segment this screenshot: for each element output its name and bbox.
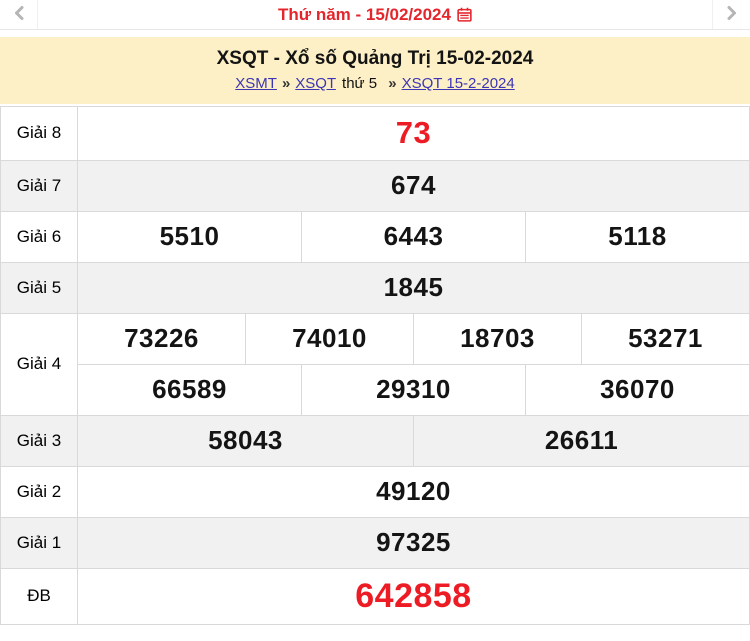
date-display: Thứ năm - 15/02/2024 xyxy=(278,5,472,25)
breadcrumb: XSMT» XSQT thứ 5 » XSQT 15-2-2024 xyxy=(0,75,750,92)
results-table-body: Giải 8 73 Giải 7 674 Giải 6 5510 6443 5118 Giải … xyxy=(0,105,750,625)
result-row: Giải 5 1845 xyxy=(0,261,750,314)
prize-number: 74010 xyxy=(245,312,414,365)
prize-number: 674 xyxy=(77,159,750,212)
prize-number: 97325 xyxy=(77,516,750,569)
prize-number: 49120 xyxy=(77,465,750,518)
calendar-icon[interactable] xyxy=(457,7,472,22)
prize-label: ĐB xyxy=(0,567,78,625)
chevron-right-icon xyxy=(726,5,738,24)
prize-number: 66589 xyxy=(77,363,302,416)
prize-label: Giải 5 xyxy=(0,261,78,314)
date-label: Thứ năm - 15/02/2024 xyxy=(278,4,451,24)
page-title: XSQT - Xổ số Quảng Trị 15-02-2024 xyxy=(216,48,534,69)
next-day-button[interactable] xyxy=(712,0,750,29)
prize-number: 58043 xyxy=(77,414,414,467)
prize-number: 29310 xyxy=(301,363,526,416)
result-row: 66589 29310 36070 xyxy=(1,363,750,416)
results-table: Giải 8 73 Giải 7 674 Giải 6 5510 6443 5118 Giải … xyxy=(0,105,750,625)
breadcrumb-link-xsqt[interactable]: XSQT xyxy=(295,74,336,92)
chevron-left-icon xyxy=(13,5,25,24)
result-row: Giải 3 58043 26611 xyxy=(0,414,750,467)
breadcrumb-text: thứ 5 xyxy=(342,74,378,92)
result-row: ĐB 642858 xyxy=(0,567,750,625)
result-row: Giải 2 49120 xyxy=(0,465,750,518)
prize-number: 26611 xyxy=(413,414,750,467)
prize-number: 642858 xyxy=(77,567,750,625)
result-banner: XSQT - Xổ số Quảng Trị 15-02-2024 XSMT» X… xyxy=(0,37,750,104)
breadcrumb-separator: » xyxy=(281,74,291,92)
result-row: Giải 8 73 xyxy=(0,105,750,161)
prev-day-button[interactable] xyxy=(0,0,38,29)
prize-label: Giải 8 xyxy=(0,105,78,161)
prize-label: Giải 7 xyxy=(0,159,78,212)
prize-number: 1845 xyxy=(77,261,750,314)
prize-label: Giải 1 xyxy=(0,516,78,569)
breadcrumb-link-date[interactable]: XSQT 15-2-2024 xyxy=(401,74,515,92)
result-row: Giải 7 674 xyxy=(0,159,750,212)
prize-number: 73226 xyxy=(77,312,246,365)
prize-label: Giải 6 xyxy=(0,210,78,263)
prize-number: 5118 xyxy=(525,210,750,263)
prize-number: 5510 xyxy=(77,210,302,263)
prize-label: Giải 3 xyxy=(0,414,78,467)
breadcrumb-link-xsmt[interactable]: XSMT xyxy=(235,74,277,92)
breadcrumb-separator: » xyxy=(388,74,397,92)
prize-number: 53271 xyxy=(581,312,750,365)
result-row: Giải 4 73226 74010 18703 53271 xyxy=(0,312,750,416)
prize-number: 18703 xyxy=(413,312,582,365)
prize-number: 73 xyxy=(77,105,750,161)
prize-label: Giải 2 xyxy=(0,465,78,518)
prize-number: 36070 xyxy=(525,363,750,416)
date-nav-bar: Thứ năm - 15/02/2024 xyxy=(0,0,750,30)
result-row: Giải 1 97325 xyxy=(0,516,750,569)
prize-number: 6443 xyxy=(301,210,526,263)
prize-label: Giải 4 xyxy=(0,312,78,416)
result-row: Giải 6 5510 6443 5118 xyxy=(0,210,750,263)
